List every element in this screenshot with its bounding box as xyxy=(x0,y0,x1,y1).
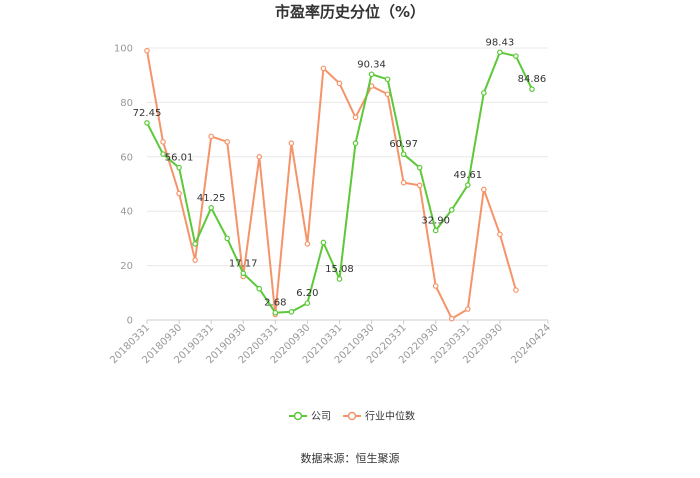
data-point[interactable] xyxy=(256,285,263,292)
data-point[interactable] xyxy=(144,47,150,54)
data-point[interactable] xyxy=(464,182,471,188)
data-point[interactable] xyxy=(304,300,311,306)
y-axis: 0 20 40 60 80 100 xyxy=(114,44,133,327)
data-point[interactable] xyxy=(368,71,375,78)
data-label: 2.68 xyxy=(264,298,286,309)
data-point[interactable] xyxy=(320,65,327,72)
data-label: 17.17 xyxy=(229,258,258,269)
y-tick-label: 40 xyxy=(120,207,133,218)
y-tick-label: 100 xyxy=(114,44,133,55)
data-point[interactable] xyxy=(416,182,423,189)
data-point[interactable] xyxy=(288,309,295,315)
data-point[interactable] xyxy=(432,227,439,234)
y-tick-label: 80 xyxy=(120,98,133,109)
data-point[interactable] xyxy=(336,276,343,282)
data-point[interactable] xyxy=(481,90,487,96)
data-label: 90.34 xyxy=(357,59,386,70)
data-point[interactable] xyxy=(224,235,231,242)
data-point[interactable] xyxy=(192,257,198,263)
data-label: 60.97 xyxy=(389,139,418,150)
data-point[interactable] xyxy=(176,164,182,171)
data-point[interactable] xyxy=(481,186,487,193)
data-label: 72.45 xyxy=(133,108,162,119)
data-label: 6.20 xyxy=(296,288,318,299)
data-point[interactable] xyxy=(240,270,247,277)
data-point[interactable] xyxy=(384,76,391,83)
data-point[interactable] xyxy=(513,53,519,59)
data-point[interactable] xyxy=(448,315,455,322)
data-point[interactable] xyxy=(320,239,327,246)
y-tick-label: 0 xyxy=(127,316,133,327)
data-point[interactable] xyxy=(400,151,407,157)
data-label: 98.43 xyxy=(486,37,515,48)
data-point[interactable] xyxy=(384,91,391,98)
legend-label: 公司 xyxy=(311,412,331,423)
data-label: 32.90 xyxy=(421,216,450,227)
legend-marker xyxy=(293,411,303,421)
series-line-industry-median xyxy=(146,50,517,320)
y-tick-label: 20 xyxy=(120,261,133,272)
data-point[interactable] xyxy=(208,133,214,140)
data-point[interactable] xyxy=(464,306,471,312)
data-label: 41.25 xyxy=(197,193,226,204)
data-point[interactable] xyxy=(529,86,535,92)
data-point[interactable] xyxy=(224,139,231,145)
data-label: 56.01 xyxy=(165,153,194,164)
data-point[interactable] xyxy=(144,120,150,126)
legend-item[interactable]: 公司 xyxy=(289,412,331,423)
data-point[interactable] xyxy=(497,49,503,56)
series-layer xyxy=(144,47,535,322)
data-point[interactable] xyxy=(176,190,182,197)
x-axis: 2018033120180930201903312019093020200331… xyxy=(108,320,553,366)
data-point[interactable] xyxy=(432,283,439,289)
data-label: 15.08 xyxy=(325,264,354,275)
data-point[interactable] xyxy=(272,309,279,316)
data-label-layer: 72.45 56.01 41.25 17.17 2.68 6.20 15.08 90.34 60… xyxy=(133,37,547,308)
legend-item[interactable]: 行业中位数 xyxy=(343,410,415,423)
data-point[interactable] xyxy=(208,205,214,211)
data-point[interactable] xyxy=(352,140,359,147)
x-tick-label: 20240424 xyxy=(509,322,553,366)
data-point[interactable] xyxy=(288,140,295,147)
data-label: 49.61 xyxy=(453,170,482,181)
chart-title: 市盈率历史分位（%） xyxy=(275,3,425,21)
legend-label: 行业中位数 xyxy=(365,410,415,423)
data-point[interactable] xyxy=(192,241,198,247)
grid-layer xyxy=(147,47,548,321)
data-point[interactable] xyxy=(400,179,407,186)
data-point[interactable] xyxy=(160,139,166,145)
legend-marker xyxy=(347,411,357,421)
data-point[interactable] xyxy=(416,164,423,171)
data-point[interactable] xyxy=(497,231,503,238)
data-point[interactable] xyxy=(352,114,359,121)
data-point[interactable] xyxy=(160,151,166,157)
y-tick-label: 60 xyxy=(120,152,133,163)
data-point[interactable] xyxy=(256,154,263,160)
data-point[interactable] xyxy=(304,241,311,247)
source-note: 数据来源：恒生聚源 xyxy=(301,451,400,465)
data-label: 84.86 xyxy=(518,74,547,85)
data-point[interactable] xyxy=(513,287,519,293)
legend[interactable]: 公司 行业中位数 xyxy=(289,410,415,423)
data-point[interactable] xyxy=(336,80,343,87)
data-point[interactable] xyxy=(448,207,455,213)
